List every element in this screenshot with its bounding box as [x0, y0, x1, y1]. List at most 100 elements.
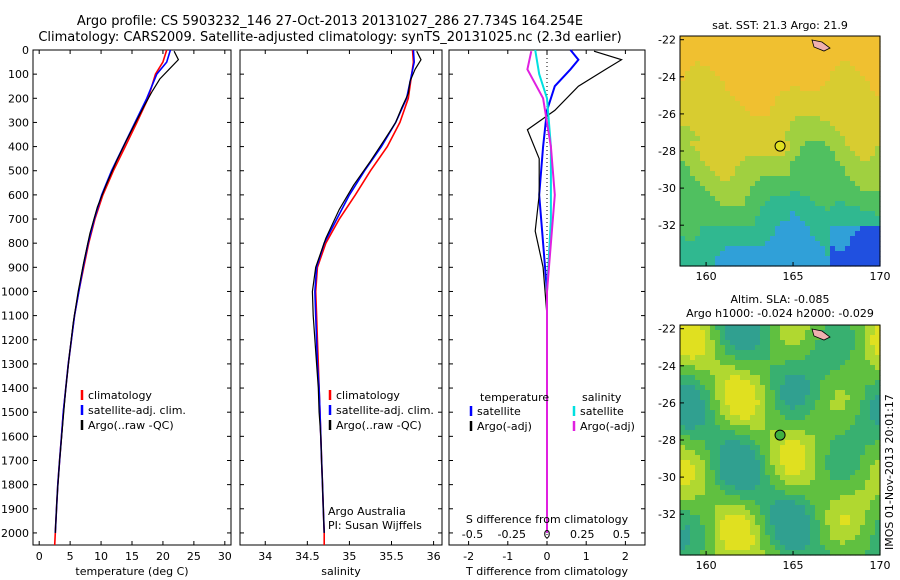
- map-cell: [840, 425, 846, 431]
- map-cell: [835, 545, 841, 551]
- map-cell: [760, 261, 766, 267]
- map-cell: [800, 131, 806, 137]
- map-cell: [795, 221, 801, 227]
- map-cell: [875, 256, 881, 262]
- map-cell: [770, 146, 776, 152]
- y-tick-label: 1500: [1, 406, 29, 419]
- map-cell: [875, 445, 881, 451]
- map-cell: [835, 206, 841, 212]
- map-cell: [850, 390, 856, 396]
- map-cell: [775, 121, 781, 127]
- map-cell: [700, 550, 706, 556]
- map-cell: [750, 146, 756, 152]
- map-cell: [765, 156, 771, 162]
- map-cell: [775, 345, 781, 351]
- map-cell: [810, 181, 816, 187]
- map-cell: [860, 540, 866, 546]
- map-cell: [680, 525, 686, 531]
- map-cell: [870, 106, 876, 112]
- map-cell: [790, 365, 796, 371]
- map-cell: [805, 350, 811, 356]
- map-cell: [695, 415, 701, 421]
- map-cell: [710, 415, 716, 421]
- map-cell: [840, 400, 846, 406]
- map-cell: [840, 41, 846, 47]
- map-cell: [800, 330, 806, 336]
- map-cell: [850, 81, 856, 87]
- map-cell: [755, 425, 761, 431]
- map-cell: [790, 535, 796, 541]
- map-cell: [750, 191, 756, 197]
- map-cell: [775, 535, 781, 541]
- map-cell: [770, 435, 776, 441]
- map-cell: [720, 415, 726, 421]
- map-cell: [735, 325, 741, 331]
- map-cell: [860, 61, 866, 67]
- map-cell: [685, 455, 691, 461]
- map-cell: [795, 211, 801, 217]
- map-cell: [820, 216, 826, 222]
- map-cell: [770, 500, 776, 506]
- map-cell: [730, 251, 736, 257]
- map-cell: [680, 385, 686, 391]
- map-cell: [845, 241, 851, 247]
- map-cell: [745, 41, 751, 47]
- map-cell: [720, 201, 726, 207]
- map-cell: [855, 86, 861, 92]
- map-cell: [785, 251, 791, 257]
- map-cell: [875, 141, 881, 147]
- map-cell: [825, 126, 831, 132]
- map-cell: [795, 81, 801, 87]
- map-cell: [780, 201, 786, 207]
- map-cell: [725, 206, 731, 212]
- map-cell: [780, 56, 786, 62]
- map-cell: [855, 465, 861, 471]
- map-y-tick-label: -24: [658, 71, 676, 84]
- map-cell: [755, 136, 761, 142]
- map-cell: [830, 56, 836, 62]
- map-cell: [685, 71, 691, 77]
- map-cell: [740, 540, 746, 546]
- map-cell: [735, 500, 741, 506]
- map-cell: [780, 425, 786, 431]
- map-cell: [685, 236, 691, 242]
- map-cell: [855, 365, 861, 371]
- map-cell: [775, 56, 781, 62]
- map-cell: [780, 380, 786, 386]
- map-cell: [840, 485, 846, 491]
- map-cell: [825, 390, 831, 396]
- map-cell: [710, 385, 716, 391]
- map-cell: [770, 211, 776, 217]
- map-cell: [810, 91, 816, 97]
- map-cell: [720, 375, 726, 381]
- map-cell: [875, 545, 881, 551]
- map-cell: [860, 116, 866, 122]
- y-tick-label: 800: [8, 237, 29, 250]
- map-cell: [785, 141, 791, 147]
- map-cell: [855, 71, 861, 77]
- temperature-panel: 0100200300400500600700800900100011001200…: [1, 44, 232, 578]
- map-cell: [715, 525, 721, 531]
- map-cell: [720, 241, 726, 247]
- map-cell: [835, 355, 841, 361]
- map-cell: [790, 176, 796, 182]
- map-cell: [805, 540, 811, 546]
- map-cell: [690, 505, 696, 511]
- map-cell: [805, 81, 811, 87]
- map-cell: [835, 485, 841, 491]
- map-cell: [810, 340, 816, 346]
- map-cell: [785, 375, 791, 381]
- map-cell: [715, 340, 721, 346]
- map-cell: [735, 126, 741, 132]
- map-cell: [865, 131, 871, 137]
- map-cell: [690, 520, 696, 526]
- map-cell: [775, 51, 781, 57]
- map-cell: [725, 61, 731, 67]
- map-cell: [745, 510, 751, 516]
- map-cell: [780, 196, 786, 202]
- map-cell: [845, 535, 851, 541]
- map-cell: [850, 430, 856, 436]
- map-cell: [705, 545, 711, 551]
- map-cell: [865, 325, 871, 331]
- map-cell: [720, 480, 726, 486]
